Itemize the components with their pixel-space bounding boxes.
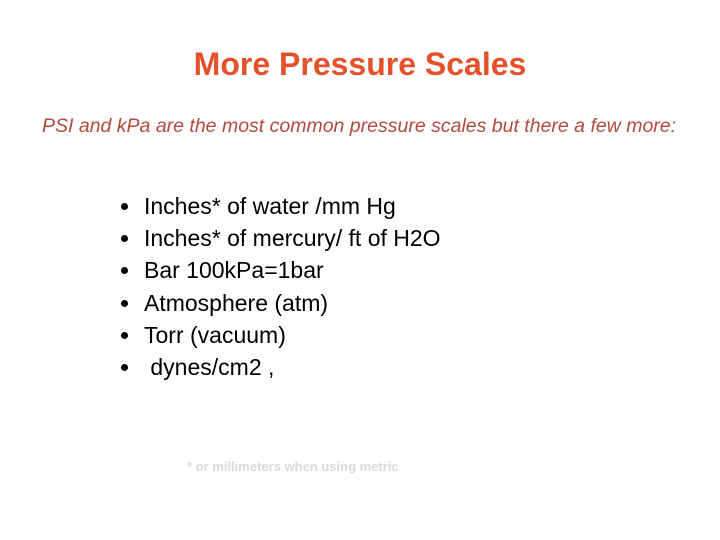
intro-text: PSI and kPa are the most common pressure… bbox=[42, 115, 677, 137]
bullet-item: dynes/cm2 , bbox=[142, 351, 441, 383]
bullet-item: Inches* of water /mm Hg bbox=[142, 190, 441, 222]
bullet-item: Bar 100kPa=1bar bbox=[142, 254, 441, 286]
bullet-list: Inches* of water /mm HgInches* of mercur… bbox=[130, 190, 441, 383]
slide-title: More Pressure Scales bbox=[193, 46, 527, 82]
footnote: * or millimeters when using metric bbox=[187, 459, 399, 474]
bullet-item: Inches* of mercury/ ft of H2O bbox=[142, 222, 441, 254]
bullet-item: Atmosphere (atm) bbox=[142, 287, 441, 319]
bullet-item: Torr (vacuum) bbox=[142, 319, 441, 351]
